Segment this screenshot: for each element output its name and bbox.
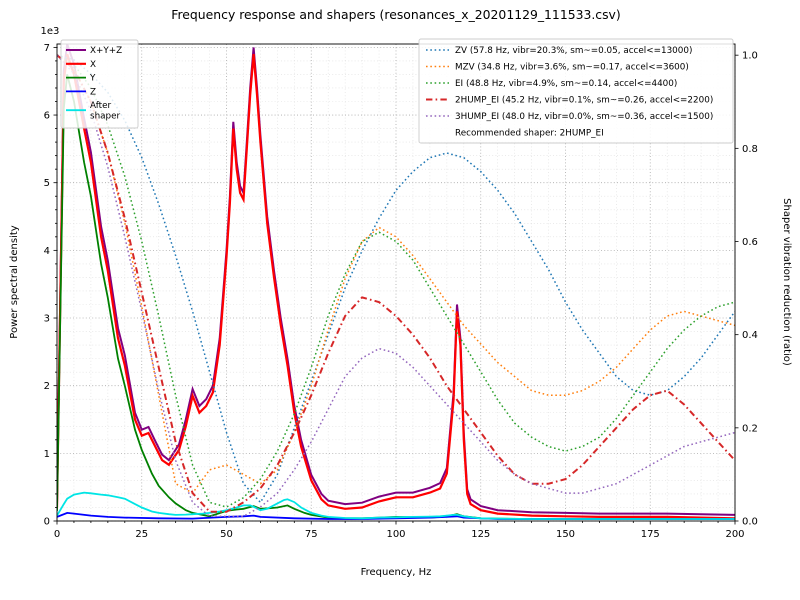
- y-axis-left-label: Power spectral density: [9, 225, 20, 338]
- y-left-tick-label: 5: [44, 178, 50, 189]
- y-left-tick-label: 4: [44, 246, 50, 257]
- psd-legend-label: X+Y+Z: [90, 46, 122, 56]
- x-tick-label: 75: [305, 529, 318, 540]
- y-right-tick-label: 0.6: [742, 237, 758, 248]
- psd-legend-label: Y: [89, 74, 96, 84]
- x-tick-label: 150: [556, 529, 575, 540]
- x-tick-label: 25: [135, 529, 148, 540]
- x-tick-label: 175: [641, 529, 660, 540]
- y-left-tick-label: 0: [44, 517, 50, 528]
- x-tick-label: 0: [54, 529, 60, 540]
- psd-legend-label: After: [90, 101, 112, 111]
- x-axis-label: Frequency, Hz: [361, 567, 432, 578]
- curve-shaper-mzv: [57, 54, 735, 495]
- shaper-legend-label: EI (48.8 Hz, vibr=4.9%, sm~=0.14, accel<…: [455, 79, 677, 89]
- curve-psd-x: [57, 53, 735, 520]
- x-tick-label: 200: [725, 529, 744, 540]
- y-right-tick-label: 0.4: [742, 330, 758, 341]
- y-left-tick-label: 7: [44, 43, 50, 54]
- psd-legend-box: [60, 39, 139, 129]
- shaper-legend-label: 2HUMP_EI (45.2 Hz, vibr=0.1%, sm~=0.26, …: [455, 96, 713, 106]
- y-right-tick-label: 0.0: [742, 517, 758, 528]
- recommended-shaper-note: Recommended shaper: 2HUMP_EI: [455, 129, 604, 139]
- shaper-legend-box: [418, 38, 734, 144]
- axes: 0 25 50 75 100 125 150 175 200 0 1 2 3 4 5 6 7 0.0 0.2 0.4 0…: [44, 43, 758, 540]
- y-left-tick-label: 3: [44, 314, 50, 325]
- y-right-tick-label: 0.8: [742, 144, 758, 155]
- x-tick-label: 100: [386, 529, 405, 540]
- y-axis-right-label: Shaper vibration reduction (ratio): [781, 198, 792, 366]
- x-tick-label: 50: [220, 529, 233, 540]
- x-tick-label: 125: [471, 529, 490, 540]
- psd-legend-label: shaper: [90, 112, 121, 122]
- y-right-tick-label: 0.2: [742, 423, 758, 434]
- curve-shaper-zv: [57, 54, 735, 504]
- y-left-tick-label: 6: [44, 111, 50, 122]
- y-axis-offset-text: 1e3: [41, 26, 60, 37]
- curve-shaper-ei: [57, 54, 735, 508]
- shaper-legend-label: MZV (34.8 Hz, vibr=3.6%, sm~=0.17, accel…: [455, 63, 689, 73]
- psd-legend-label: X: [90, 60, 96, 70]
- shaper-legend-label: 3HUMP_EI (48.0 Hz, vibr=0.0%, sm~=0.36, …: [455, 112, 713, 122]
- chart-title: Frequency response and shapers (resonanc…: [171, 7, 620, 22]
- psd-legend-label: Z: [90, 87, 96, 97]
- y-left-tick-label: 1: [44, 449, 50, 460]
- curve-psd-after-shaper: [57, 491, 735, 520]
- curves: [57, 44, 735, 520]
- y-right-tick-label: 1.0: [742, 51, 758, 62]
- y-left-tick-label: 2: [44, 381, 50, 392]
- shaper-legend-label: ZV (57.8 Hz, vibr=20.3%, sm~=0.05, accel…: [455, 46, 692, 56]
